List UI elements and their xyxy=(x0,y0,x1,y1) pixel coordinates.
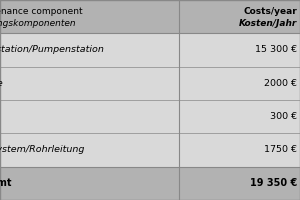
Bar xyxy=(0,133,178,167)
Bar xyxy=(178,33,300,67)
Bar xyxy=(178,0,300,33)
Text: 19 350 €: 19 350 € xyxy=(250,178,297,188)
Bar xyxy=(0,33,178,67)
Bar xyxy=(178,167,300,200)
Text: Rohrsystem/Rohrleitung: Rohrsystem/Rohrleitung xyxy=(0,145,85,154)
Text: 2000 €: 2000 € xyxy=(264,79,297,88)
Text: 15 300 €: 15 300 € xyxy=(255,45,297,54)
Bar xyxy=(178,133,300,167)
Bar xyxy=(0,167,178,200)
Text: Pumpstation/Pumpenstation: Pumpstation/Pumpenstation xyxy=(0,45,105,54)
Text: Wartungskomponenten: Wartungskomponenten xyxy=(0,19,76,28)
Text: 1750 €: 1750 € xyxy=(264,145,297,154)
Bar xyxy=(0,0,178,33)
Bar xyxy=(0,100,178,133)
Text: 300 €: 300 € xyxy=(270,112,297,121)
Text: Gesamt: Gesamt xyxy=(0,178,11,188)
Text: Ventile: Ventile xyxy=(0,79,3,88)
Bar xyxy=(178,67,300,100)
Text: Costs/year: Costs/year xyxy=(243,7,297,16)
Text: Kosten/Jahr: Kosten/Jahr xyxy=(238,19,297,28)
Bar xyxy=(178,100,300,133)
Bar xyxy=(0,67,178,100)
Text: Maintenance component: Maintenance component xyxy=(0,7,82,16)
